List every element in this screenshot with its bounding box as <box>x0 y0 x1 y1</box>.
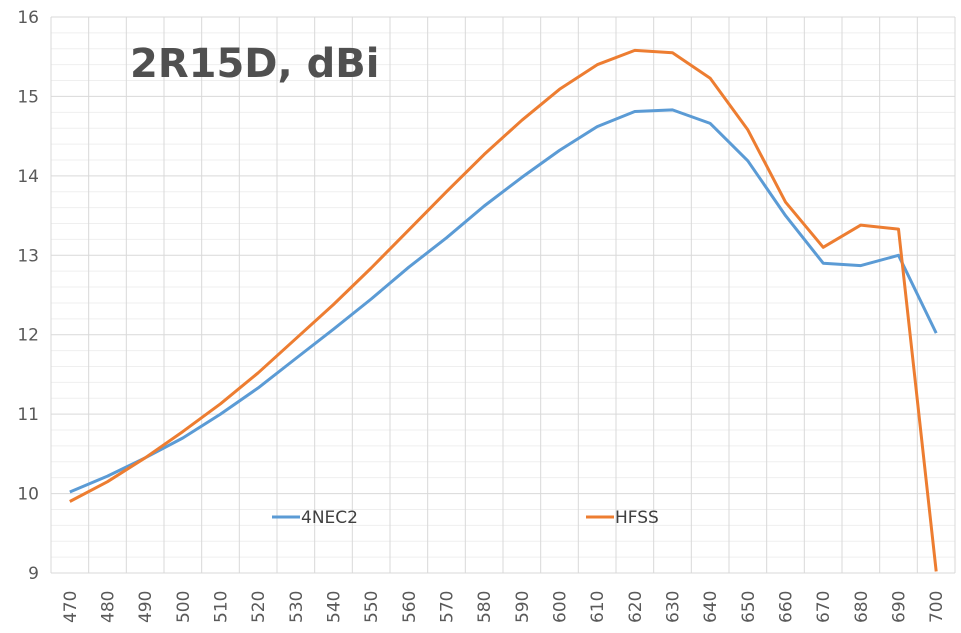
x-tick-label: 700 <box>927 591 947 623</box>
x-tick-label: 470 <box>61 591 81 623</box>
x-tick-label: 580 <box>475 591 495 623</box>
x-tick-label: 490 <box>136 591 156 623</box>
legend: 4NEC2 HFSS <box>272 508 659 528</box>
legend-label-hfss: HFSS <box>615 508 659 528</box>
x-tick-label: 650 <box>739 591 759 623</box>
x-tick-label: 560 <box>400 591 420 623</box>
x-tick-label: 500 <box>174 591 194 623</box>
y-tick-label: 9 <box>28 564 39 584</box>
x-tick-label: 600 <box>551 591 571 623</box>
y-tick-label: 12 <box>17 326 39 346</box>
x-tick-label: 670 <box>814 591 834 623</box>
x-tick-label: 660 <box>777 591 797 623</box>
series-line-hfss <box>69 48 938 572</box>
x-tick-label: 570 <box>438 591 458 623</box>
y-tick-label: 16 <box>17 8 39 28</box>
x-tick-label: 620 <box>626 591 646 623</box>
series-line-4nec2 <box>69 108 938 494</box>
x-tick-label: 520 <box>249 591 269 623</box>
x-tick-label: 530 <box>287 591 307 623</box>
x-tick-label: 550 <box>362 591 382 623</box>
y-tick-label: 14 <box>17 167 39 187</box>
y-tick-label: 11 <box>17 405 39 425</box>
y-axis-ticks: 9 10 11 12 13 14 15 16 <box>17 8 39 584</box>
y-tick-label: 13 <box>17 246 39 266</box>
x-tick-label: 510 <box>212 591 232 623</box>
x-tick-label: 610 <box>588 591 608 623</box>
x-tick-label: 690 <box>890 591 910 623</box>
series-lines <box>69 48 938 572</box>
x-tick-label: 540 <box>325 591 345 623</box>
legend-label-4nec2: 4NEC2 <box>301 508 358 528</box>
chart-title: 2R15D, dBi <box>130 41 379 87</box>
x-axis-ticks: 470 480 490 500 510 520 530 540 550 560 570 580 590 6… <box>61 591 947 623</box>
x-tick-label: 590 <box>513 591 533 623</box>
gridlines <box>50 16 956 574</box>
x-tick-label: 640 <box>701 591 721 623</box>
y-tick-label: 10 <box>17 485 39 505</box>
x-tick-label: 630 <box>664 591 684 623</box>
x-tick-label: 480 <box>99 591 119 623</box>
x-tick-label: 680 <box>852 591 872 623</box>
y-tick-label: 15 <box>17 87 39 107</box>
